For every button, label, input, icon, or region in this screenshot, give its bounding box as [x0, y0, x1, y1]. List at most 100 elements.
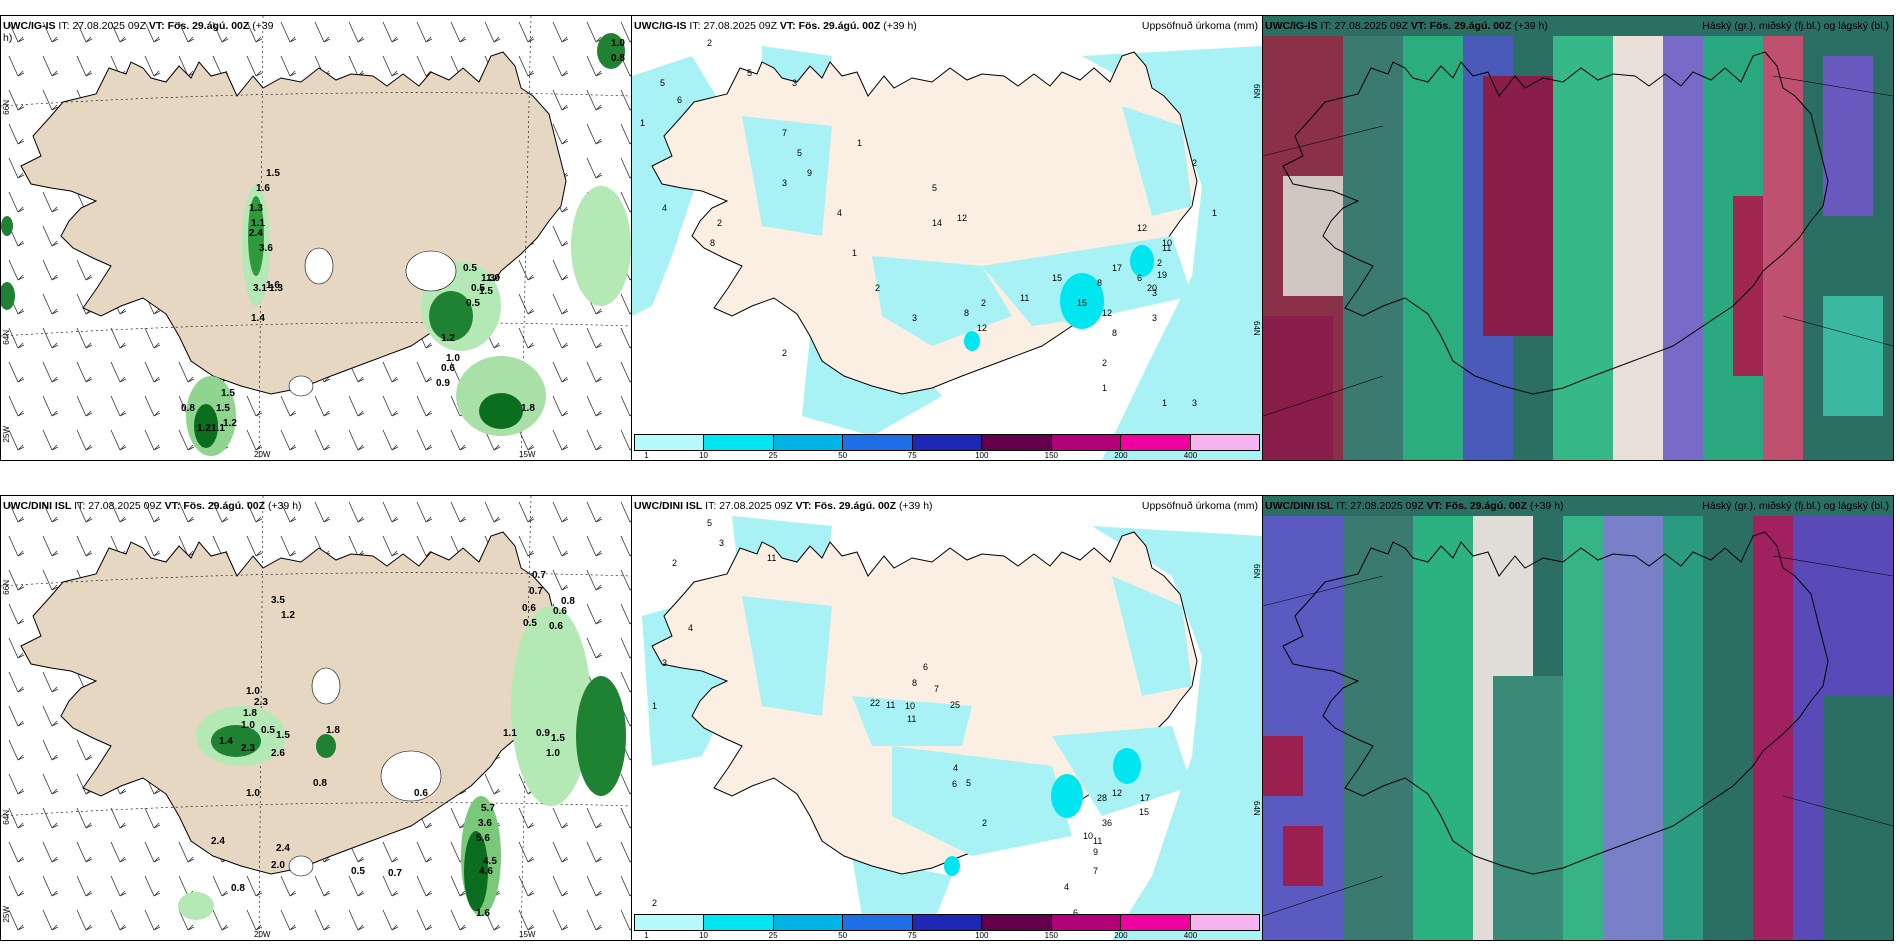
precip-value-label: 1 — [857, 138, 862, 148]
map[interactable] — [1263, 496, 1893, 940]
colorbar-tick-label: 75 — [907, 931, 917, 940]
colorbar-segment — [1190, 435, 1259, 450]
precip-value-label: 10 — [905, 701, 915, 711]
precip-value-label: 0.7 — [532, 570, 546, 581]
precip-value-label: 2 — [707, 38, 712, 48]
precip-value-label: 0.6 — [522, 603, 536, 614]
precip-value-label: 6 — [952, 779, 957, 789]
precip-value-label: 12 — [1112, 788, 1122, 798]
colorbar-tick-label: 50 — [838, 931, 848, 940]
colorbar-segment — [635, 915, 705, 930]
colorbar-tick-label: 1 — [644, 451, 649, 460]
precip-value-label: 8 — [1112, 328, 1117, 338]
precip-value-label: 12 — [957, 213, 967, 223]
lat-label-64n: 64N — [1252, 321, 1261, 336]
precip-value-label: 8 — [1097, 278, 1102, 288]
lat-label-66n: 66N — [2, 100, 11, 115]
precip-value-label: 36 — [1102, 818, 1112, 828]
map[interactable]: 1.00.81.51.61.31.12.43.63.1 1.31.61.40.50… — [1, 16, 631, 460]
precip-value-label: 2 — [672, 558, 677, 568]
precip-value-label: 0.9 — [436, 378, 450, 389]
panel-precip-ig-is-stations[interactable]: UWC/IG-IS IT: 27.08.2025 09Z VT: Fös. 29… — [0, 15, 632, 461]
precip-value-label: 3 — [792, 78, 797, 88]
colorbar-tick-label: 50 — [838, 451, 848, 460]
panel-precip-ig-is-accum[interactable]: UWC/IG-IS IT: 27.08.2025 09Z VT: Fös. 29… — [631, 15, 1263, 461]
precip-value-label: 4 — [688, 623, 693, 633]
precip-value-label: 10 — [1083, 831, 1093, 841]
precip-value-label: 2 — [981, 298, 986, 308]
precip-value-label: 11 — [767, 553, 776, 563]
precip-value-label: 0.6 — [414, 788, 428, 799]
precip-value-label: 2 — [782, 348, 787, 358]
precip-value-label: 17 — [1140, 793, 1150, 803]
precip-value-label: 0.9 — [536, 728, 550, 739]
colorbar-segment — [843, 915, 913, 930]
precip-value-label: 4.6 — [479, 866, 493, 877]
colorbar-tick-label: 10 — [699, 451, 708, 460]
precip-value-label: 1.0 — [546, 748, 560, 759]
precip-value-label: 25 — [950, 700, 960, 710]
precip-value-label: 2 — [1192, 158, 1197, 168]
precip-value-label: 1.1 — [251, 218, 265, 229]
precip-value-label: 0.5 — [523, 618, 537, 629]
colorbar-tick-label: 150 — [1044, 931, 1059, 940]
precip-value-label: 1.6 — [256, 183, 270, 194]
precip-value-label: 1.0 — [246, 788, 260, 799]
precip-value-label: 8 — [912, 678, 917, 688]
colorbar-tick-label: 75 — [907, 451, 917, 460]
precip-value-label: 2.3 — [254, 697, 268, 708]
precip-value-label: 4 — [1064, 882, 1069, 892]
colorbar-segment — [912, 915, 983, 930]
panel-field-title: Háský (gr.), miðský (fj.bl.) og lágský (… — [1702, 500, 1889, 512]
panel-clouds-ig-is[interactable]: UWC/IG-IS IT: 27.08.2025 09Z VT: Fös. 29… — [1262, 15, 1894, 461]
precip-value-label: 3.1 — [253, 283, 267, 294]
precip-value-label: 0.5 — [463, 263, 477, 274]
panel-clouds-dini[interactable]: UWC/DINI ISL IT: 27.08.2025 09Z VT: Fös.… — [1262, 495, 1894, 941]
map[interactable] — [1263, 16, 1893, 460]
precip-value-label: 5.6 — [476, 833, 490, 844]
precip-value-label: 1.0 — [246, 686, 260, 697]
precip-value-label: 11 — [1093, 836, 1102, 846]
precip-value-label: 4 — [837, 208, 842, 218]
panel-precip-dini-accum[interactable]: UWC/DINI ISL IT: 27.08.2025 09Z VT: Fös.… — [631, 495, 1263, 941]
precip-value-label: 0.6 — [553, 606, 567, 617]
precip-value-label: 1.0 — [611, 38, 625, 49]
colorbar-segment — [982, 435, 1052, 450]
precip-value-label: 17 — [1112, 263, 1122, 273]
precip-value-label: 1.5 — [276, 730, 290, 741]
panel-precip-dini-stations[interactable]: UWC/DINI ISL IT: 27.08.2025 09Z VT: Fös.… — [0, 495, 632, 941]
precip-value-label: 3 — [1152, 288, 1157, 298]
precip-value-label: 1.2 — [281, 610, 295, 621]
panel-title: UWC/IG-IS IT: 27.08.2025 09Z VT: Fös. 29… — [634, 20, 917, 32]
precip-value-label: 8 — [710, 238, 715, 248]
colorbar-segment — [982, 915, 1052, 930]
precip-value-label: 22 — [870, 698, 880, 708]
precip-value-label: 1.2 — [223, 418, 237, 429]
precip-value-label: 12 — [1102, 308, 1112, 318]
map[interactable]: 3.51.21.02.31.80.5 1.51.01.42.3 2.61.80.81… — [1, 496, 631, 940]
precip-value-label: 1.3 — [269, 283, 283, 294]
colorbar-tick-label: 200 — [1114, 451, 1128, 460]
precip-value-label: 5 — [747, 68, 752, 78]
precip-value-label: 5 — [932, 183, 937, 193]
precip-value-label: 0.6 — [441, 363, 455, 374]
precip-value-label: 0.8 — [561, 596, 575, 607]
precip-value-label: 5 — [797, 148, 802, 158]
precip-value-label: 0.8 — [181, 403, 195, 414]
colorbar-segment — [1121, 435, 1191, 450]
precip-value-label: 15 — [1077, 298, 1087, 308]
precip-value-label: 0.7 — [388, 868, 402, 879]
precip-value-label: 1.5 — [216, 403, 230, 414]
precip-value-label: 1 — [652, 701, 657, 711]
precip-value-label: 28 — [1097, 793, 1107, 803]
lon-label-25w: 25W — [2, 906, 11, 923]
precip-value-label: 3 — [1152, 313, 1157, 323]
cloud-layers — [1263, 36, 1893, 460]
lon-label-20w: 20W — [254, 450, 271, 459]
precip-value-label: 1.1 — [503, 728, 517, 739]
precip-value-label: 4 — [662, 203, 667, 213]
